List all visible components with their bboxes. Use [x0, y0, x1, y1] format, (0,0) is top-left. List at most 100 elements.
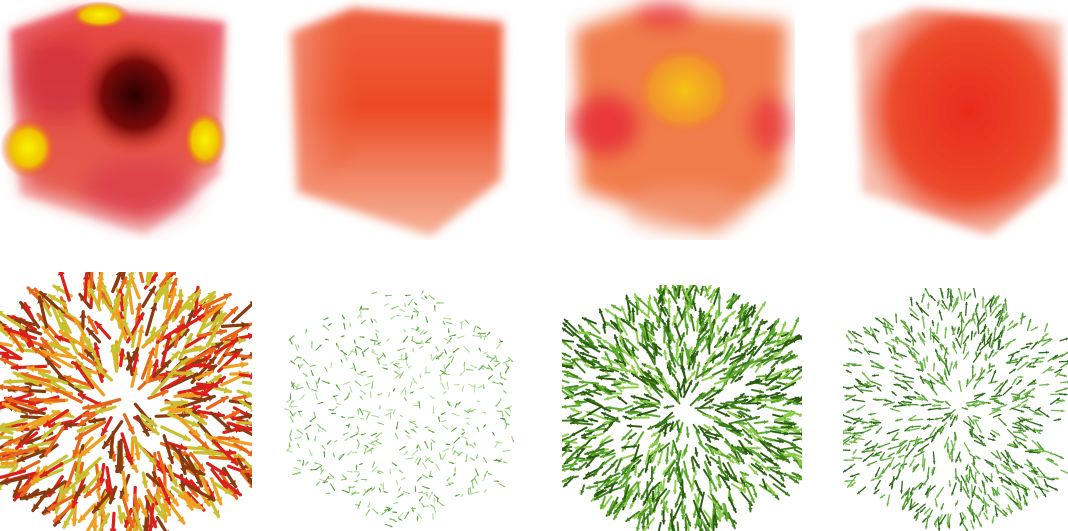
vector-glyph-head: [957, 288, 961, 291]
vector-glyph-head: [223, 293, 231, 301]
vector-glyph: [562, 433, 570, 438]
vector-glyph-head: [904, 403, 908, 406]
vector-glyph-head: [248, 484, 252, 489]
vector-glyph-head: [1037, 430, 1041, 434]
vector-glyph-head: [798, 461, 802, 466]
vector-glyph-head: [315, 397, 318, 400]
vector-glyph-head: [898, 402, 902, 405]
vector-glyph-head: [984, 353, 987, 357]
vector-glyph-head: [758, 465, 763, 470]
vector-glyph-head: [41, 491, 49, 498]
vector-glyph-head: [644, 460, 649, 465]
vector-glyph-head: [390, 525, 393, 528]
vector-glyph-head: [739, 304, 744, 309]
vector-glyph-head: [728, 337, 734, 342]
vector-glyph-head: [728, 352, 733, 357]
vector-glyph-head: [999, 394, 1002, 398]
vector-glyph-head: [863, 458, 867, 462]
vector-glyph-head: [907, 428, 911, 432]
vector-glyph-head: [707, 470, 712, 475]
vector-glyph-head: [754, 316, 759, 321]
vector-glyph-head: [928, 327, 932, 331]
vector-glyph-head: [403, 446, 406, 449]
vector-glyph-head: [1010, 320, 1013, 324]
vector-glyph-head: [672, 489, 678, 494]
vector-glyph-head: [1029, 342, 1033, 346]
vector-glyph-head: [602, 340, 608, 344]
vector-glyph: [124, 272, 135, 300]
vector-glyph-head: [244, 424, 252, 432]
vector-glyph-head: [729, 344, 733, 349]
vector-glyph-head: [360, 463, 363, 465]
vector-glyph-head: [371, 351, 374, 354]
vector-glyph-head: [948, 484, 952, 487]
vector-glyph-head: [608, 510, 613, 516]
vector-glyph-head: [963, 292, 967, 295]
vector-glyph-head: [584, 336, 589, 341]
vector-glyph-head: [661, 486, 666, 491]
vector-glyph-head: [913, 352, 917, 356]
vector-glyph-head: [752, 346, 757, 351]
vector-glyph-head: [684, 302, 689, 307]
vector-glyph-head: [481, 367, 484, 370]
vector-glyph-head: [494, 360, 497, 363]
vector-glyph-head: [290, 360, 293, 363]
vector-glyph: [686, 523, 690, 531]
vector-glyph-head: [240, 361, 247, 369]
vector-glyph-head: [237, 337, 245, 345]
vector-glyph-head: [17, 424, 25, 431]
vector-glyph-head: [484, 475, 486, 478]
vector-glyph-head: [864, 348, 867, 351]
vector-glyph: [562, 357, 572, 363]
vector-glyph-head: [179, 359, 187, 367]
vector-glyph-head: [661, 520, 666, 524]
vector-glyph-head: [219, 328, 226, 336]
vector-glyph-head: [327, 381, 330, 384]
vector-glyph: [0, 351, 9, 356]
vector-glyph-head: [884, 399, 888, 403]
vector-glyph-head: [425, 476, 428, 479]
vector-glyph-head: [306, 381, 309, 384]
vector-glyph-head: [454, 427, 457, 430]
vector-glyph-head: [728, 474, 732, 479]
vector-glyph-head: [598, 309, 603, 314]
vector-glyph-head: [104, 488, 112, 495]
vector-glyph: [0, 427, 14, 435]
vector-glyph-head: [64, 375, 72, 383]
vector-glyph-head: [465, 460, 468, 462]
vector-glyph-head: [641, 518, 646, 523]
vector-glyph-head: [19, 484, 27, 492]
vector-glyph-head: [483, 424, 486, 427]
vector-glyph-head: [982, 402, 986, 406]
vector-glyph-head: [340, 350, 343, 352]
vector-glyph-head: [739, 341, 744, 346]
vector-glyph-head: [641, 525, 646, 530]
vector-glyph-head: [975, 418, 979, 422]
vector-glyph-head: [910, 418, 913, 422]
vector-glyph-head: [202, 356, 210, 363]
vector-glyph-head: [755, 378, 760, 383]
vector-glyph-head: [886, 503, 890, 506]
vector-glyph-head: [631, 365, 636, 370]
vector-glyph-head: [766, 447, 771, 452]
vector-glyph-head: [843, 469, 847, 472]
vector-glyph-head: [936, 300, 940, 304]
vector-glyph-head: [667, 298, 672, 303]
vector-glyph-head: [935, 504, 938, 507]
vector-glyph-head: [410, 381, 413, 384]
vector-glyph-head: [359, 408, 362, 411]
vector-glyph-head: [467, 417, 470, 420]
vector-glyph-head: [693, 287, 698, 292]
vector-glyph-head: [793, 355, 798, 360]
vector-glyph-head: [932, 332, 936, 336]
vector-glyph-head: [913, 454, 917, 458]
vector-glyph-head: [371, 441, 374, 444]
vector-glyph-head: [54, 514, 62, 522]
vector-glyph-head: [717, 337, 722, 342]
vector-glyph-head: [654, 375, 659, 380]
vector-glyph-head: [96, 407, 104, 414]
vector-glyph-head: [188, 499, 195, 507]
vector-glyph-head: [871, 418, 875, 422]
vector-glyph-head: [932, 398, 936, 402]
vector-glyph: [236, 421, 252, 425]
